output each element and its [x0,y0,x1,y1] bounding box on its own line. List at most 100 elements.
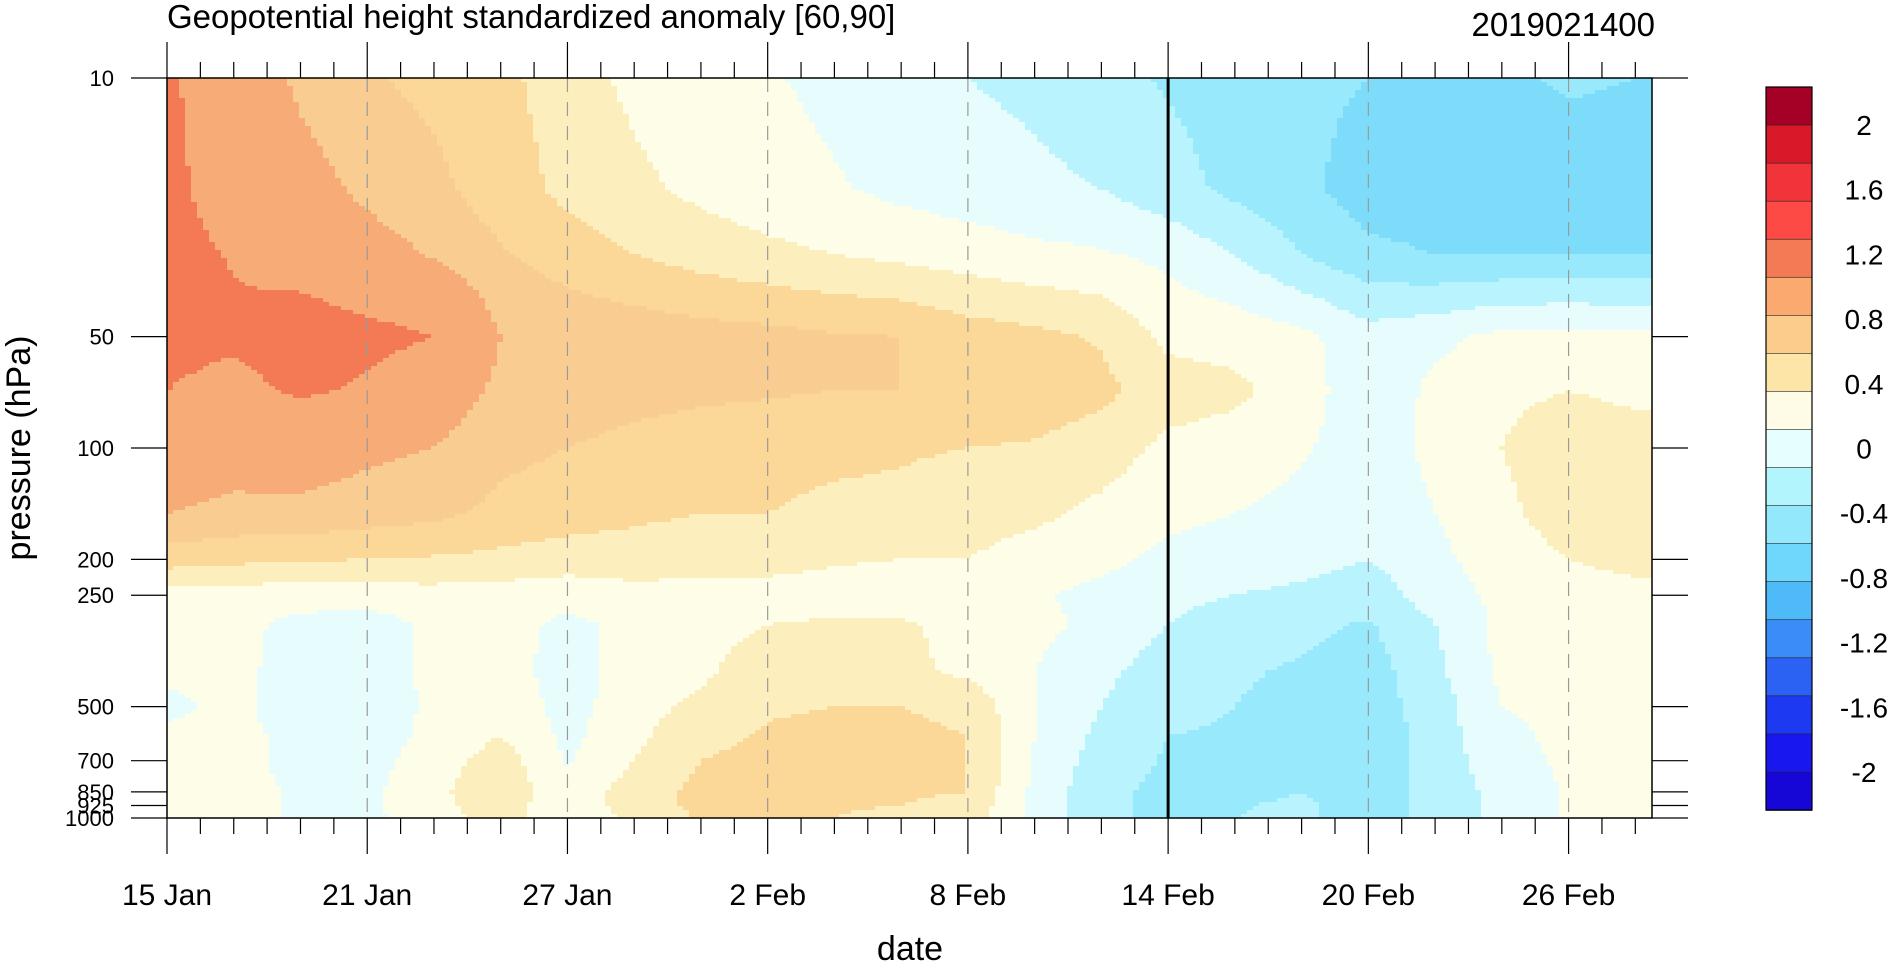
field-cell [509,106,515,110]
field-cell [1583,90,1589,94]
field-cell [1481,122,1487,126]
field-cell [1115,98,1121,102]
field-cell [1433,86,1439,90]
field-cell [1199,126,1205,130]
field-cell [1217,122,1223,126]
field-cell [323,118,329,122]
field-cell [1109,118,1115,122]
field-cell [1361,126,1367,130]
field-cell [899,102,905,106]
field-cell [1475,82,1481,86]
field-cell [1313,110,1319,114]
field-cell [1181,126,1187,130]
field-cell [617,126,623,130]
field-cell [1619,110,1625,114]
field-cell [1589,106,1595,110]
field-cell [521,126,527,130]
field-cell [497,130,503,134]
field-cell [815,130,821,134]
field-cell [407,122,413,126]
field-cell [1307,110,1313,114]
field-cell [539,86,545,90]
field-cell [911,94,917,98]
field-cell [443,86,449,90]
field-cell [953,126,959,130]
field-cell [1109,98,1115,102]
field-cell [1019,114,1025,118]
field-cell [1343,94,1349,98]
field-cell [395,82,401,86]
field-cell [971,122,977,126]
field-cell [899,82,905,86]
field-cell [1043,126,1049,130]
field-cell [587,118,593,122]
field-cell [437,86,443,90]
field-cell [503,126,509,130]
field-cell [191,86,197,90]
field-cell [701,114,707,118]
field-cell [1643,122,1649,126]
field-cell [1457,122,1463,126]
field-cell [335,98,341,102]
field-cell [407,110,413,114]
field-cell [839,86,845,90]
field-cell [707,98,713,102]
field-cell [671,98,677,102]
field-cell [869,106,875,110]
field-cell [317,82,323,86]
field-cell [893,114,899,118]
field-cell [983,114,989,118]
field-cell [377,130,383,134]
field-cell [629,98,635,102]
field-cell [1199,86,1205,90]
field-cell [407,82,413,86]
field-cell [785,110,791,114]
field-cell [209,110,215,114]
field-cell [1145,114,1151,118]
field-cell [1307,86,1313,90]
field-cell [1643,110,1649,114]
field-cell [191,130,197,134]
field-cell [1175,126,1181,130]
field-cell [1187,98,1193,102]
field-cell [1319,94,1325,98]
field-cell [1199,122,1205,126]
field-cell [281,86,287,90]
field-cell [881,126,887,130]
field-cell [641,110,647,114]
field-cell [1085,90,1091,94]
field-cell [509,98,515,102]
field-cell [1379,86,1385,90]
field-cell [401,106,407,110]
field-cell [719,106,725,110]
field-cell [809,82,815,86]
field-cell [173,122,179,126]
field-cell [1577,114,1583,118]
field-cell [1379,90,1385,94]
field-cell [935,82,941,86]
field-cell [1379,110,1385,114]
field-cell [821,126,827,130]
field-cell [1355,102,1361,106]
field-cell [1439,82,1445,86]
field-cell [1277,86,1283,90]
field-cell [1109,110,1115,114]
field-cell [1157,82,1163,86]
field-cell [575,86,581,90]
field-cell [221,94,227,98]
field-cell [1535,86,1541,90]
field-cell [395,90,401,94]
field-cell [533,122,539,126]
field-cell [497,102,503,106]
field-cell [911,114,917,118]
field-cell [587,98,593,102]
field-cell [1127,90,1133,94]
field-cell [1559,114,1565,118]
field-cell [689,90,695,94]
field-cell [941,114,947,118]
field-cell [737,90,743,94]
field-cell [191,122,197,126]
field-cell [701,82,707,86]
field-cell [1055,86,1061,90]
field-cell [479,90,485,94]
